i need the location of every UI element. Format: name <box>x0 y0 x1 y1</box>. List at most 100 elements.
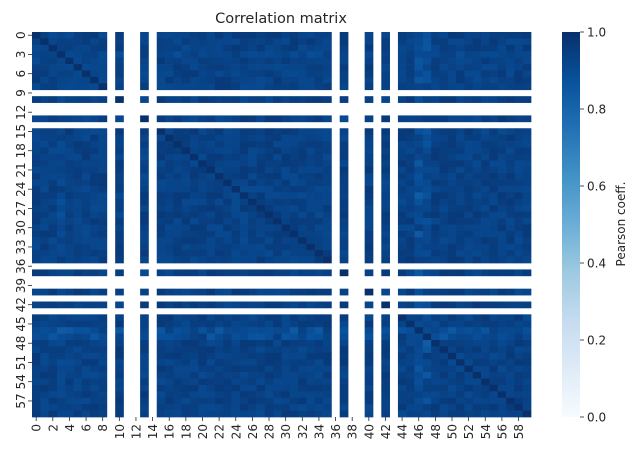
heatmap-cell <box>364 153 374 161</box>
heatmap-cell <box>181 224 191 232</box>
heatmap-cell <box>181 378 191 386</box>
heatmap-cell <box>397 147 407 155</box>
heatmap-cell <box>140 288 149 296</box>
heatmap-cell <box>73 57 83 65</box>
heatmap-cell <box>115 372 124 379</box>
heatmap-cell <box>90 192 99 200</box>
heatmap-cell <box>364 128 374 136</box>
heatmap-cell <box>264 333 274 341</box>
heatmap-cell <box>298 320 307 328</box>
heatmap-cell <box>497 352 507 360</box>
heatmap-cell <box>256 198 266 206</box>
heatmap-cell <box>323 179 332 187</box>
heatmap-cell <box>481 346 490 354</box>
heatmap-cell <box>40 147 49 155</box>
heatmap-cell <box>48 327 58 334</box>
heatmap-cell <box>464 230 474 238</box>
heatmap-cell <box>239 51 249 59</box>
heatmap-cell <box>281 372 291 379</box>
heatmap-cell <box>381 64 390 71</box>
heatmap-cell <box>439 359 449 367</box>
heatmap-cell <box>489 340 499 347</box>
heatmap-cell <box>98 192 108 200</box>
heatmap-cell <box>406 70 415 78</box>
heatmap-cell <box>406 141 415 148</box>
heatmap-cell <box>32 301 41 309</box>
y-tick-label: 6 <box>14 70 28 78</box>
heatmap-cell <box>239 198 249 206</box>
heatmap-cell <box>56 76 66 84</box>
heatmap-cell <box>481 128 490 136</box>
heatmap-cell <box>90 391 99 399</box>
heatmap-cell <box>281 391 291 399</box>
heatmap-cell <box>323 115 332 123</box>
heatmap-cell <box>406 32 415 39</box>
heatmap-cell <box>206 397 216 405</box>
heatmap-cell <box>439 134 449 142</box>
heatmap-cell <box>40 57 49 65</box>
heatmap-cell <box>256 250 266 257</box>
heatmap-cell <box>140 314 149 322</box>
heatmap-cell <box>522 333 532 341</box>
heatmap-cell <box>397 57 407 65</box>
heatmap-cell <box>115 250 124 257</box>
heatmap-cell <box>314 134 324 142</box>
heatmap-cell <box>397 70 407 78</box>
heatmap-cell <box>223 218 232 225</box>
heatmap-cell <box>190 378 199 386</box>
heatmap-cell <box>214 83 224 91</box>
heatmap-cell <box>239 115 249 123</box>
heatmap-cell <box>173 314 183 322</box>
x-tick-label: 38 <box>346 424 360 439</box>
heatmap-cell <box>273 340 282 347</box>
heatmap-cell <box>73 384 83 392</box>
heatmap-cell <box>447 192 457 200</box>
heatmap-cell <box>248 410 257 418</box>
heatmap-cell <box>65 166 74 174</box>
heatmap-cell <box>115 288 124 296</box>
heatmap-cell <box>522 186 532 193</box>
heatmap-cell <box>298 64 307 71</box>
heatmap-cell <box>156 372 166 379</box>
heatmap-cell <box>522 365 532 373</box>
heatmap-cell <box>281 147 291 155</box>
heatmap-cell <box>414 288 424 296</box>
heatmap-cell <box>339 340 349 347</box>
heatmap-cell <box>181 237 191 245</box>
heatmap-cell <box>173 38 183 46</box>
heatmap-cell <box>464 192 474 200</box>
heatmap-cell <box>481 76 490 84</box>
heatmap-cell <box>506 147 515 155</box>
heatmap-cell <box>497 192 507 200</box>
heatmap-cell <box>140 327 149 334</box>
heatmap-cell <box>323 134 332 142</box>
heatmap-cell <box>248 57 257 65</box>
heatmap-cell <box>397 192 407 200</box>
heatmap-cell <box>306 166 316 174</box>
heatmap-cell <box>506 153 515 161</box>
heatmap-cell <box>115 230 124 238</box>
heatmap-cell <box>489 147 499 155</box>
heatmap-cell <box>248 147 257 155</box>
heatmap-cell <box>65 359 74 367</box>
heatmap-cell <box>281 166 291 174</box>
heatmap-cell <box>281 205 291 213</box>
heatmap-cell <box>306 352 316 360</box>
heatmap-cell <box>73 243 83 251</box>
heatmap-cell <box>497 346 507 354</box>
heatmap-cell <box>115 340 124 347</box>
heatmap-cell <box>181 288 191 296</box>
heatmap-cell <box>223 237 232 245</box>
heatmap-cell <box>156 301 166 309</box>
heatmap-cell <box>306 230 316 238</box>
heatmap-cell <box>73 153 83 161</box>
heatmap-cell <box>323 192 332 200</box>
heatmap-cell <box>381 404 390 411</box>
heatmap-cell <box>422 404 432 411</box>
heatmap-cell <box>181 269 191 277</box>
heatmap-cell <box>181 198 191 206</box>
heatmap-cell <box>397 365 407 373</box>
heatmap-cell <box>206 76 216 84</box>
heatmap-cell <box>514 51 524 59</box>
heatmap-cell <box>231 320 241 328</box>
